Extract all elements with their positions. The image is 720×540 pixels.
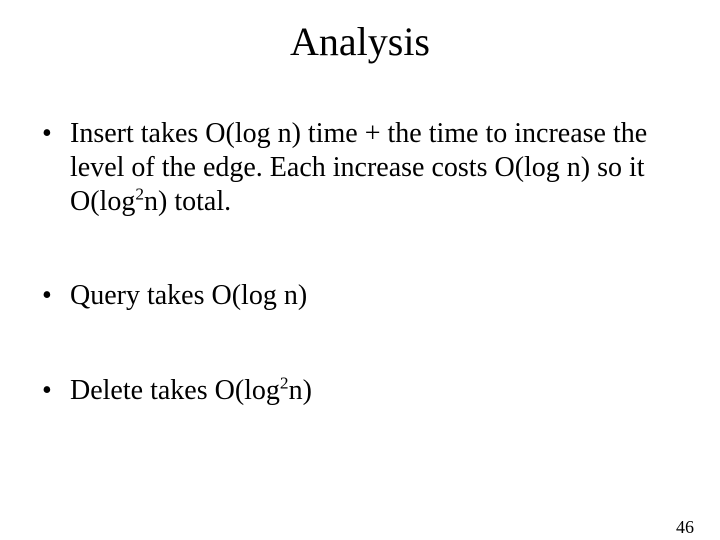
bullet-item-query: Query takes O(log n) — [42, 279, 678, 313]
slide-body: Insert takes O(log n) time + the time to… — [0, 117, 720, 408]
bullet-text-tail: n) total. — [144, 186, 231, 217]
bullet-item-insert: Insert takes O(log n) time + the time to… — [42, 117, 678, 219]
bullet-item-delete: Delete takes O(log2n) — [42, 374, 678, 408]
slide: Analysis Insert takes O(log n) time + th… — [0, 18, 720, 540]
page-number: 46 — [676, 517, 694, 538]
superscript: 2 — [135, 185, 144, 204]
bullet-text: Delete takes O(log — [70, 375, 280, 406]
bullet-text-tail: n) — [289, 375, 312, 406]
bullet-text: Query takes O(log n) — [70, 280, 307, 311]
superscript: 2 — [280, 373, 289, 392]
bullet-list: Insert takes O(log n) time + the time to… — [42, 117, 678, 408]
slide-title: Analysis — [0, 18, 720, 65]
